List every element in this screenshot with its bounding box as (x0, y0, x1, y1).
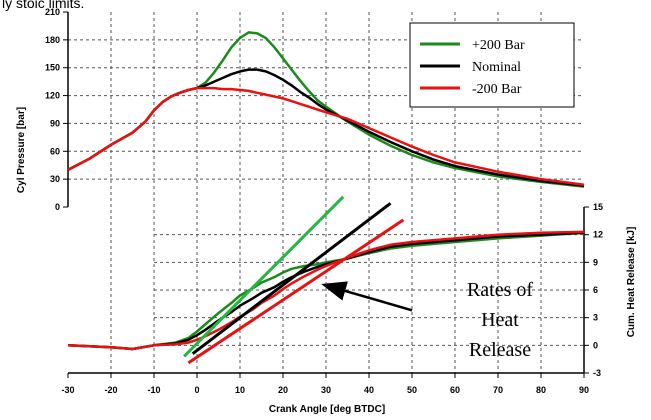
x-tick-label-2: -10 (147, 385, 160, 395)
x-tick-label-3: 0 (194, 385, 199, 395)
x-tick-label-4: 10 (235, 385, 245, 395)
x-tick-label-0: -30 (61, 385, 74, 395)
pressure-tick-label-7: 210 (45, 7, 60, 17)
series-5-heat-curve (67, 230, 585, 351)
heat-tick-label-3: 6 (593, 285, 598, 295)
x-tick-label-11: 80 (536, 385, 546, 395)
x-tick-label-10: 70 (493, 385, 503, 395)
legend-label-nominal: Nominal (472, 60, 521, 75)
series-2-pressure-curve (67, 86, 585, 186)
legend-label-plus200: +200 Bar (472, 38, 525, 53)
pressure-tick-label-5: 150 (45, 63, 60, 73)
annotation-line-3: Release (469, 339, 531, 361)
rate-lines (183, 195, 405, 365)
pressure-tick-label-1: 30 (50, 174, 60, 184)
series-lines (67, 31, 585, 351)
heat-tick-label-5: 12 (593, 230, 603, 240)
pressure-tick-label-4: 120 (45, 91, 60, 101)
annotation-arrow (321, 281, 413, 312)
pressure-tick-label-3: 90 (50, 118, 60, 128)
header-text: ly stoic limits. (2, 0, 84, 11)
heat-tick-label-2: 3 (593, 313, 598, 323)
x-tick-label-12: 90 (579, 385, 589, 395)
y-axis-right-title: Cum. Heat Release [kJ] (626, 227, 637, 338)
rate-line-0 (183, 195, 345, 358)
x-tick-label-1: -20 (104, 385, 117, 395)
heat-tick-label-4: 9 (593, 257, 598, 267)
heat-tick-label-1: 0 (593, 340, 598, 350)
x-tick-label-5: 20 (278, 385, 288, 395)
axes (63, 11, 589, 378)
y-axis-left-title: Cyl Pressure [bar] (16, 107, 27, 193)
x-tick-label-8: 50 (407, 385, 417, 395)
rate-line-1 (191, 202, 392, 355)
pressure-tick-label-2: 60 (50, 146, 60, 156)
annotation-line-1: Rates of (467, 279, 533, 301)
x-tick-label-6: 30 (321, 385, 331, 395)
x-axis-title: Crank Angle [deg BTDC] (269, 404, 385, 415)
heat-tick-label-0: -3 (593, 368, 601, 378)
annotation: Rates of Heat Release (321, 279, 533, 361)
series-4-heat-curve (67, 231, 585, 351)
legend-label-minus200: -200 Bar (472, 82, 522, 97)
x-tick-label-9: 60 (450, 385, 460, 395)
tick-labels: -30 -20 -10 0 10 20 30 40 50 60 70 80 90030609012015… (45, 7, 603, 395)
pressure-tick-label-0: 0 (55, 202, 60, 212)
x-tick-label-7: 40 (364, 385, 374, 395)
pressure-tick-label-6: 180 (45, 35, 60, 45)
rate-line-2 (187, 218, 405, 365)
heat-tick-label-6: 15 (593, 202, 603, 212)
annotation-line-2: Heat (481, 309, 519, 331)
legend: +200 Bar Nominal -200 Bar (409, 22, 575, 108)
